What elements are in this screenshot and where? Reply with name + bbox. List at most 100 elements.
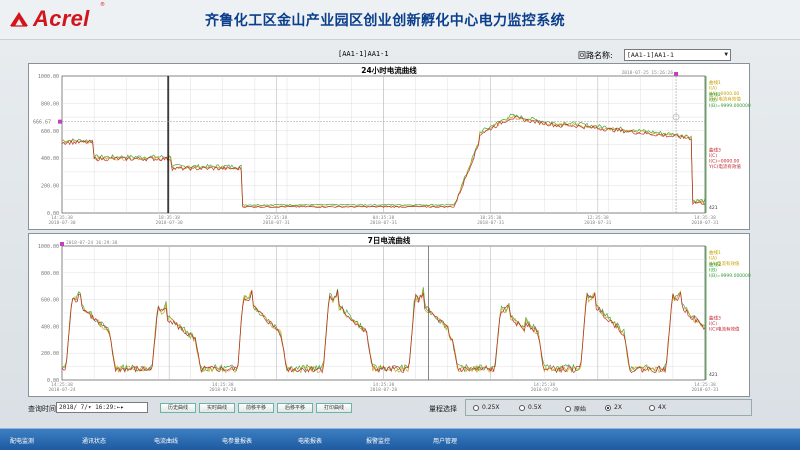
series-line-phase-b	[61, 287, 706, 373]
radio-icon	[565, 405, 571, 412]
series-line-phase-b	[61, 113, 706, 206]
y-tick-label: 600.00	[41, 129, 59, 135]
legend-text: Y(C)电流有效值	[708, 163, 741, 170]
chart-24h-panel: 24小时电流曲线 1000.00 800.00 600.00 400.00 200.00…	[28, 63, 751, 230]
scale-select-label: 量程选择	[429, 405, 457, 413]
legend-text: I(B)	[709, 268, 717, 274]
nav-item-parameter-report[interactable]: 电参量报表	[222, 438, 253, 445]
header-bar: Acrel ® 齐鲁化工区金山产业园区创业创新孵化中心电力监控系统	[0, 0, 800, 40]
loop-title: [AA1-1]AA1-1	[338, 50, 389, 58]
loop-select-value: [AA1-1]AA1-1	[627, 51, 674, 59]
scale-option-label: 0.5X	[528, 404, 542, 411]
acrel-logo-icon	[8, 10, 30, 28]
nav-item-alarm-monitor[interactable]: 报警监控	[366, 438, 391, 445]
brand-registered-mark: ®	[100, 2, 105, 8]
chevron-down-icon[interactable]: ▼	[724, 51, 728, 58]
legend-text: I(A)电流有效值	[709, 260, 740, 267]
scale-option-label: 4X	[658, 404, 666, 411]
query-time-input[interactable]: 2018/ 7/▾ 16:29:←▸	[56, 402, 148, 413]
series-line-phase-c	[61, 116, 706, 208]
shift-back-button[interactable]: 后移平移	[277, 403, 313, 413]
nav-item-current-curve[interactable]: 电流曲线	[154, 438, 179, 445]
chart-7d-svg: 1000.00800.00600.00400.00200.000.0014:25…	[38, 240, 751, 393]
legend-text: Y(A)电流有效值	[708, 96, 741, 103]
legend-text: 曲线3	[709, 146, 721, 153]
nav-item-distribution-monitor[interactable]: 配电监测	[10, 438, 35, 445]
legend-text: I(A)=0000.00	[709, 91, 739, 97]
print-curve-button[interactable]: 打印曲线	[316, 403, 352, 413]
x-tick-label: 18:35:38	[158, 215, 180, 221]
legend-text: I(C)=0000.00	[709, 158, 739, 164]
system-title: 齐鲁化工区金山产业园区创业创新孵化中心电力监控系统	[205, 13, 565, 29]
y-tick-label: 200.00	[41, 351, 59, 357]
history-curve-button[interactable]: 历史曲线	[160, 403, 196, 413]
x-tick-label: 14:25:38	[51, 382, 73, 388]
legend-text: I(B)=9999.0000000	[709, 103, 751, 109]
legend-text: I(C)	[709, 153, 717, 159]
series-line-phase-a	[61, 115, 706, 208]
scale-option-original[interactable]: 原始	[565, 404, 586, 413]
radio-icon	[519, 404, 525, 411]
x-tick-label: 14:35:38	[694, 215, 716, 221]
scale-option-2x[interactable]: 2X	[605, 404, 622, 411]
x-tick-date: 2018-07-31	[691, 220, 718, 226]
radio-selected-icon	[605, 404, 611, 411]
x-tick-label: 14:35:38	[51, 215, 73, 221]
brand-logo: Acrel	[8, 6, 90, 32]
y-tick-label: 200.00	[41, 184, 59, 190]
x-tick-date: 2018-07-31	[370, 220, 397, 226]
chart-7d-panel: 7日电流曲线 1000.00 800.00 600.00 400.00 200.00 0.…	[28, 233, 751, 397]
x-tick-date: 2018-07-31	[691, 387, 718, 393]
legend-end-value: 421	[709, 205, 718, 211]
y-tick-label: 400.00	[41, 324, 59, 330]
legend-text: I(B)=9999.0000000	[709, 273, 751, 279]
x-tick-date: 2018-07-26	[209, 387, 236, 393]
scale-option-label: 2X	[614, 404, 622, 411]
legend-text: I(C)	[709, 321, 717, 327]
y-tick-label: 600.00	[41, 298, 59, 304]
chart-24h-title: 24小时电流曲线	[361, 66, 417, 75]
legend-text: 曲线1	[709, 249, 721, 256]
legend-text: 曲线3	[709, 315, 721, 322]
y-tick-label: 0.00	[47, 378, 59, 384]
nav-item-energy-report[interactable]: 电能报表	[298, 438, 323, 445]
realtime-curve-button[interactable]: 实时曲线	[199, 403, 235, 413]
x-tick-label: 14:25:38	[694, 382, 716, 388]
chart-24h-svg: 1000.00800.00600.00400.00200.000.0014:35…	[33, 70, 751, 226]
x-tick-date: 2018-07-31	[477, 220, 504, 226]
nav-item-user-management[interactable]: 用户管理	[433, 438, 458, 445]
scale-option-0.25x[interactable]: 0.25X	[473, 404, 499, 411]
x-tick-label: 22:35:38	[265, 215, 287, 221]
x-tick-date: 2018-07-31	[263, 220, 290, 226]
scale-option-label: 原始	[574, 406, 587, 413]
y-tick-label: 1000.00	[38, 244, 59, 250]
cursor-handle-marker	[674, 72, 679, 76]
x-tick-label: 14:25:38	[533, 382, 555, 388]
legend-text: I(B)	[709, 98, 717, 104]
legend-text: I(C)电流有效值	[709, 326, 740, 333]
scale-option-label: 0.25X	[482, 404, 500, 411]
y-tick-label: 800.00	[41, 271, 59, 277]
cursor-time-label: 2018-07-25 15:26:26	[622, 70, 674, 76]
loop-select-label: 回路名称:	[578, 51, 613, 60]
legend-end-value: 421	[709, 372, 718, 378]
legend-text: 曲线1	[709, 79, 721, 86]
scale-option-4x[interactable]: 4X	[649, 404, 666, 411]
y-tick-label: 0.00	[47, 211, 59, 217]
legend-text: 曲线2	[709, 261, 721, 268]
shift-forward-button[interactable]: 前移平移	[238, 403, 274, 413]
loop-select[interactable]: [AA1-1]AA1-1 ▼	[624, 49, 731, 61]
nav-item-comm-status[interactable]: 通讯状态	[82, 438, 107, 445]
chart-7d-title: 7日电流曲线	[367, 236, 411, 245]
y-tick-label: 800.00	[41, 101, 59, 107]
brand-name: Acrel	[33, 6, 90, 31]
scale-group-box	[465, 399, 752, 416]
legend-text: I(A)	[709, 256, 717, 262]
legend-text: I(A)	[709, 86, 717, 92]
series-line-phase-c	[61, 290, 706, 374]
y-tick-label: 400.00	[41, 156, 59, 162]
x-tick-label: 04:35:38	[373, 215, 395, 221]
scale-option-0.5x[interactable]: 0.5X	[519, 404, 542, 411]
x-tick-label: 10:35:38	[480, 215, 502, 221]
x-tick-label: 12:35:38	[587, 215, 609, 221]
